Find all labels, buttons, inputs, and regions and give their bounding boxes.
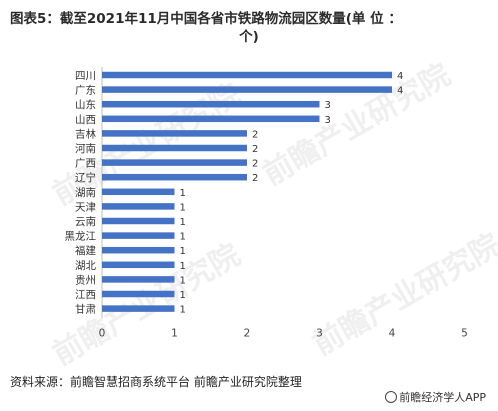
category-label: 福建 xyxy=(75,244,96,257)
data-label: 2 xyxy=(252,129,258,140)
category-label: 山东 xyxy=(75,98,96,111)
bar xyxy=(102,261,175,269)
bar xyxy=(102,115,320,123)
category-label: 广东 xyxy=(75,84,96,97)
x-tick-label: 5 xyxy=(461,328,468,340)
bar xyxy=(102,173,247,181)
chart-title-line1: 图表5：截至2021年11月中国各省市铁路物流园区数量(单 位 ： xyxy=(10,11,402,27)
bar xyxy=(102,246,175,254)
category-label: 云南 xyxy=(75,215,96,228)
brand-text: 前瞻经济学人APP xyxy=(399,391,486,404)
bar xyxy=(102,276,175,283)
source-note: 资料来源：前瞻智慧招商系统平台 前瞻产业研究院整理 xyxy=(10,375,302,389)
bar-chart: 四川 4 广东 4 山东 3 山西 3 吉林 2 河南 2 广西 2 辽宁 2 湖南 1 天津 1 云南 1 黑龙江 1 福建 1… xyxy=(65,67,468,340)
category-label: 吉林 xyxy=(75,127,96,140)
category-label: 山西 xyxy=(75,114,96,126)
category-label: 黑龙江 xyxy=(65,230,97,243)
bar xyxy=(102,71,392,79)
x-tick-label: 3 xyxy=(316,328,323,340)
data-label: 1 xyxy=(180,275,186,286)
data-label: 4 xyxy=(397,86,403,97)
category-label: 甘肃 xyxy=(75,303,96,316)
brand-label: 前瞻经济学人APP xyxy=(385,389,486,405)
bar xyxy=(102,188,175,196)
data-label: 1 xyxy=(180,202,186,213)
x-tick-label: 1 xyxy=(171,328,178,340)
category-label: 湖北 xyxy=(75,260,96,272)
category-label: 四川 xyxy=(75,70,96,82)
bar xyxy=(102,144,247,152)
data-label: 1 xyxy=(180,246,186,257)
bar xyxy=(102,290,175,298)
category-label: 辽宁 xyxy=(75,171,96,184)
x-tick-label: 4 xyxy=(389,328,396,340)
category-label: 江西 xyxy=(75,289,96,301)
data-label: 2 xyxy=(252,159,258,170)
data-label: 1 xyxy=(180,290,186,301)
category-label: 天津 xyxy=(75,201,96,213)
data-label: 2 xyxy=(252,144,258,155)
bar xyxy=(102,159,247,166)
chart-title: 图表5：截至2021年11月中国各省市铁路物流园区数量(单 位 ： 个) xyxy=(10,10,488,46)
data-label: 4 xyxy=(397,71,403,82)
bar xyxy=(102,232,175,239)
bar xyxy=(102,305,175,312)
bar xyxy=(102,130,247,137)
bar xyxy=(102,100,320,108)
data-label: 1 xyxy=(180,232,186,243)
bar xyxy=(102,86,392,93)
chart-title-line2: 个) xyxy=(239,29,259,45)
x-tick-label: 2 xyxy=(244,328,251,340)
data-label: 1 xyxy=(180,261,186,272)
data-label: 3 xyxy=(325,115,331,126)
x-tick-label: 0 xyxy=(99,328,106,340)
data-label: 1 xyxy=(180,217,186,228)
data-label: 1 xyxy=(180,188,186,199)
data-label: 3 xyxy=(325,100,331,111)
category-label: 贵州 xyxy=(75,273,96,286)
brand-logo-icon xyxy=(385,391,398,403)
data-label: 1 xyxy=(180,305,186,316)
bar xyxy=(102,217,175,225)
data-label: 2 xyxy=(252,173,258,184)
bar xyxy=(102,203,175,210)
category-label: 河南 xyxy=(75,142,96,155)
category-label: 湖南 xyxy=(75,186,96,199)
category-label: 广西 xyxy=(75,158,96,170)
